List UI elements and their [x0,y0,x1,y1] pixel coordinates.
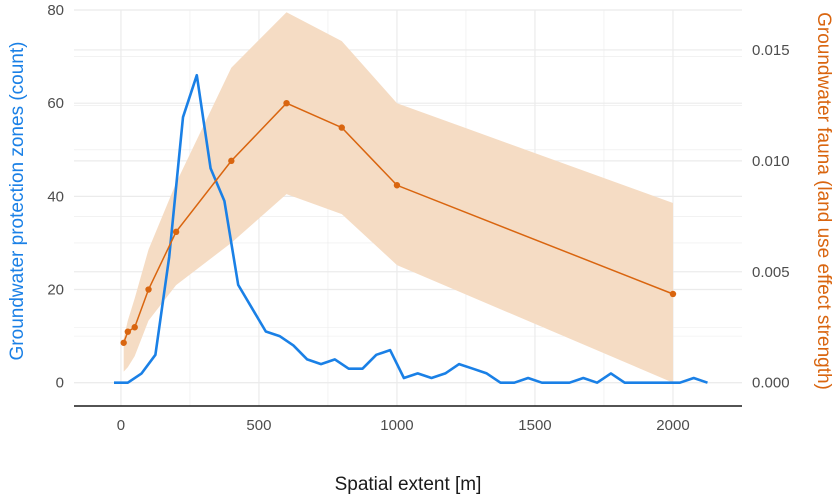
effect-data-point [131,324,138,331]
effect-data-point [172,228,180,236]
y-left-tick-label: 20 [47,282,64,299]
effect-data-point [283,99,290,107]
effect-ribbon-layer [123,12,673,383]
effect-series-layer [120,99,677,346]
y-left-tick-label: 60 [47,95,64,112]
y-right-tick-label: 0.005 [752,264,790,281]
effect-data-point [669,290,677,298]
y-right-tick-label: 0.015 [752,42,790,59]
y-axis-left-title: Groundwater protection zones (count) [7,42,28,361]
effect-data-point [338,124,345,131]
effect-series-line [122,102,674,344]
count-series-line [114,73,708,385]
effect-data-point [228,157,235,165]
effect-confidence-ribbon [123,12,673,383]
y-left-tick-label: 80 [47,2,64,19]
effect-data-point [393,182,401,189]
x-tick-label: 2000 [656,417,689,434]
effect-data-point [124,328,132,335]
effect-data-point [120,339,127,346]
x-tick-label: 500 [246,417,271,434]
y-left-tick-label: 0 [56,375,64,392]
axes: 0 500 1000 1500 2000 0 20 40 60 80 0.000 0.005 0.010… [47,2,789,434]
x-tick-label: 1500 [518,417,551,434]
count-series-layer [114,73,708,385]
y-right-tick-label: 0.010 [752,153,790,170]
effect-data-point [145,286,152,293]
x-tick-label: 1000 [380,417,413,434]
x-axis-title: Spatial extent [m] [335,474,482,495]
x-tick-label: 0 [117,417,125,434]
y-axis-right-title: Groundwater fauna (land use effect stren… [813,12,834,390]
y-left-tick-label: 40 [47,188,64,205]
y-right-tick-label: 0.000 [752,375,790,392]
